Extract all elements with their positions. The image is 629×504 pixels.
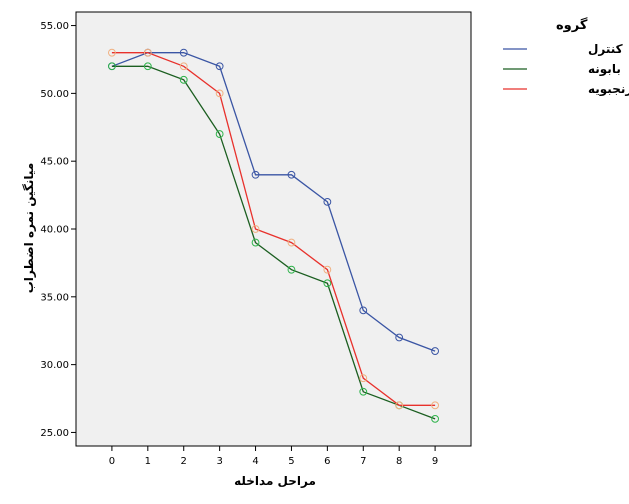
x-tick-label: 4 — [252, 456, 258, 467]
y-tick-label: 30.00 — [40, 360, 69, 371]
series-line — [111, 52, 436, 352]
data-point — [359, 374, 368, 383]
series-1 — [108, 62, 439, 423]
x-tick-label: 5 — [288, 456, 294, 467]
y-tick-label: 35.00 — [40, 292, 69, 303]
x-tick-label: 3 — [216, 456, 222, 467]
legend-label: کنترل — [588, 42, 623, 56]
data-point — [359, 387, 368, 396]
legend-label: بابونه — [588, 62, 621, 77]
data-point — [251, 238, 260, 247]
x-tick-label: 8 — [396, 456, 402, 467]
plot-area — [75, 11, 472, 447]
data-point — [323, 265, 332, 274]
y-axis: 25.00 30.00 35.00 40.00 45.00 50.00 55.00 — [40, 21, 76, 439]
data-point — [251, 170, 260, 179]
series-0 — [108, 48, 439, 355]
data-point — [143, 62, 152, 71]
x-tick-label: 7 — [360, 456, 366, 467]
series-line — [111, 65, 436, 420]
data-point — [431, 414, 439, 423]
x-tick-label: 6 — [324, 456, 330, 467]
series-layer — [108, 48, 439, 423]
y-tick-label: 50.00 — [40, 89, 69, 100]
x-tick-label: 9 — [432, 456, 438, 467]
series-line — [111, 52, 436, 406]
legend-item: بابونه — [503, 62, 621, 77]
x-tick-label: 2 — [181, 456, 187, 467]
data-point — [287, 238, 296, 247]
data-point — [143, 48, 152, 57]
data-point — [431, 401, 439, 410]
data-point — [323, 279, 332, 288]
legend: گروه کنترل بابونه بادرنجبویه — [503, 17, 629, 97]
data-point — [251, 225, 260, 233]
data-point — [395, 401, 404, 410]
data-point — [431, 347, 439, 355]
y-tick-label: 25.00 — [40, 428, 69, 439]
data-point — [287, 265, 296, 274]
legend-item: کنترل — [503, 42, 623, 56]
y-tick-label: 45.00 — [40, 157, 69, 168]
data-point — [287, 170, 296, 179]
y-tick-label: 55.00 — [40, 21, 69, 32]
y-axis-title: میانگین نمره اضطراب — [22, 163, 36, 294]
legend-item: بادرنجبویه — [503, 82, 629, 97]
data-point — [108, 48, 116, 57]
data-point — [215, 89, 224, 98]
data-point — [179, 75, 188, 84]
data-point — [179, 62, 188, 71]
data-point — [359, 306, 368, 315]
data-point — [108, 62, 116, 71]
data-point — [395, 333, 404, 342]
data-point — [215, 130, 224, 138]
y-tick-label: 40.00 — [40, 225, 69, 236]
data-point — [179, 48, 188, 57]
x-axis-title: مراحل مداخله — [234, 474, 316, 488]
x-tick-label: 1 — [145, 456, 151, 467]
x-tick-label: 0 — [109, 456, 115, 467]
x-axis: 0 1 2 3 4 5 6 7 8 9 — [109, 446, 438, 467]
legend-title: گروه — [556, 17, 588, 33]
data-point — [215, 62, 224, 71]
legend-label: بادرنجبویه — [588, 82, 629, 97]
data-point — [323, 197, 332, 206]
series-2 — [108, 48, 439, 410]
